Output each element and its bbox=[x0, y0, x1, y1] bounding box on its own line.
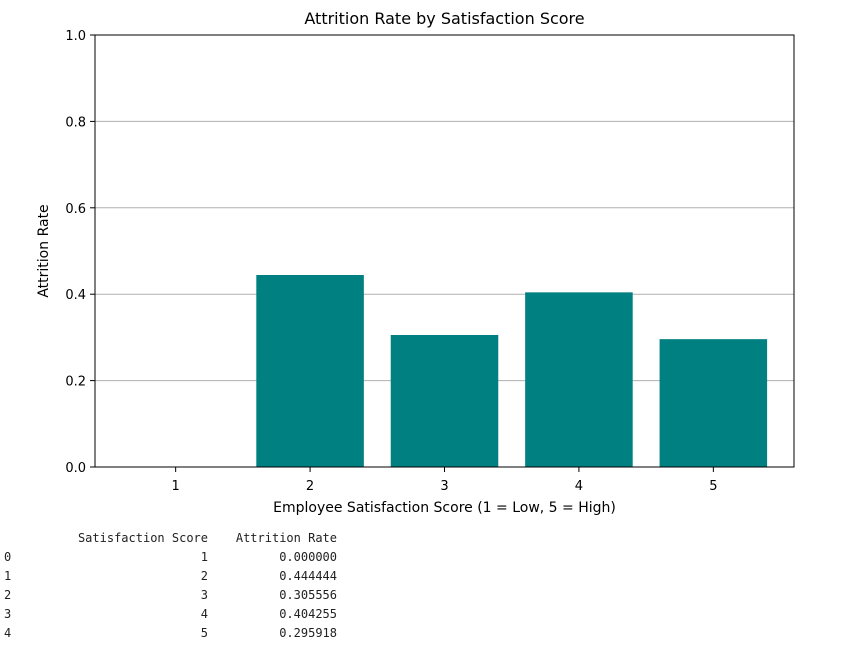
bar bbox=[256, 275, 364, 467]
row-index: 0 bbox=[4, 550, 12, 564]
bar-chart: 0.0 0.2 0.4 0.6 0.8 1.0 1 2 3 4 5 Attrition Rate … bbox=[36, 9, 795, 516]
cell-attrition-rate: 0.295918 bbox=[279, 626, 337, 640]
table-header-row: Satisfaction Score Attrition Rate bbox=[0, 529, 337, 548]
x-axis-label: Employee Satisfaction Score (1 = Low, 5 … bbox=[273, 500, 616, 516]
table-row: 2 3 0.305556 bbox=[0, 586, 337, 605]
column-header-satisfaction-score: Satisfaction Score bbox=[77, 531, 208, 545]
bar bbox=[525, 292, 633, 467]
table-row: 0 1 0.000000 bbox=[0, 548, 337, 567]
row-index: 1 bbox=[4, 569, 12, 583]
cell-satisfaction-score: 4 bbox=[200, 607, 208, 621]
table-row: 4 5 0.295918 bbox=[0, 624, 337, 643]
cell-satisfaction-score: 1 bbox=[200, 550, 208, 564]
table-row: 1 2 0.444444 bbox=[0, 567, 337, 586]
y-tick-label: 0.2 bbox=[65, 375, 86, 390]
cell-attrition-rate: 0.444444 bbox=[279, 569, 337, 583]
y-tick-label: 0.8 bbox=[65, 115, 86, 130]
chart-title: Attrition Rate by Satisfaction Score bbox=[304, 9, 584, 28]
column-header-attrition-rate: Attrition Rate bbox=[235, 531, 337, 545]
index-header bbox=[0, 529, 60, 548]
y-tick-label: 0.4 bbox=[65, 288, 86, 303]
y-tick-label: 0.6 bbox=[65, 202, 86, 217]
cell-attrition-rate: 0.404255 bbox=[279, 607, 337, 621]
x-tick-label: 3 bbox=[440, 479, 448, 494]
x-axis-ticks: 1 2 3 4 5 bbox=[172, 467, 717, 494]
cell-satisfaction-score: 2 bbox=[200, 569, 208, 583]
x-tick-label: 4 bbox=[575, 479, 583, 494]
bar bbox=[390, 334, 499, 467]
y-axis-label: Attrition Rate bbox=[36, 204, 52, 297]
y-tick-label: 0.0 bbox=[65, 461, 86, 476]
x-tick-label: 2 bbox=[306, 479, 314, 494]
row-index: 2 bbox=[4, 588, 12, 602]
dataframe-output: Satisfaction Score Attrition Rate 0 1 0.… bbox=[0, 529, 337, 643]
row-index: 4 bbox=[4, 626, 12, 640]
x-tick-label: 1 bbox=[172, 479, 180, 494]
table-row: 3 4 0.404255 bbox=[0, 605, 337, 624]
cell-attrition-rate: 0.000000 bbox=[279, 550, 337, 564]
y-axis-ticks: 0.0 0.2 0.4 0.6 0.8 1.0 bbox=[65, 29, 95, 476]
row-index: 3 bbox=[4, 607, 12, 621]
cell-attrition-rate: 0.305556 bbox=[279, 588, 337, 602]
bar bbox=[659, 339, 768, 467]
cell-satisfaction-score: 3 bbox=[200, 588, 208, 602]
y-tick-label: 1.0 bbox=[65, 29, 86, 44]
cell-satisfaction-score: 5 bbox=[200, 626, 208, 640]
bars bbox=[256, 275, 768, 467]
x-tick-label: 5 bbox=[709, 479, 717, 494]
